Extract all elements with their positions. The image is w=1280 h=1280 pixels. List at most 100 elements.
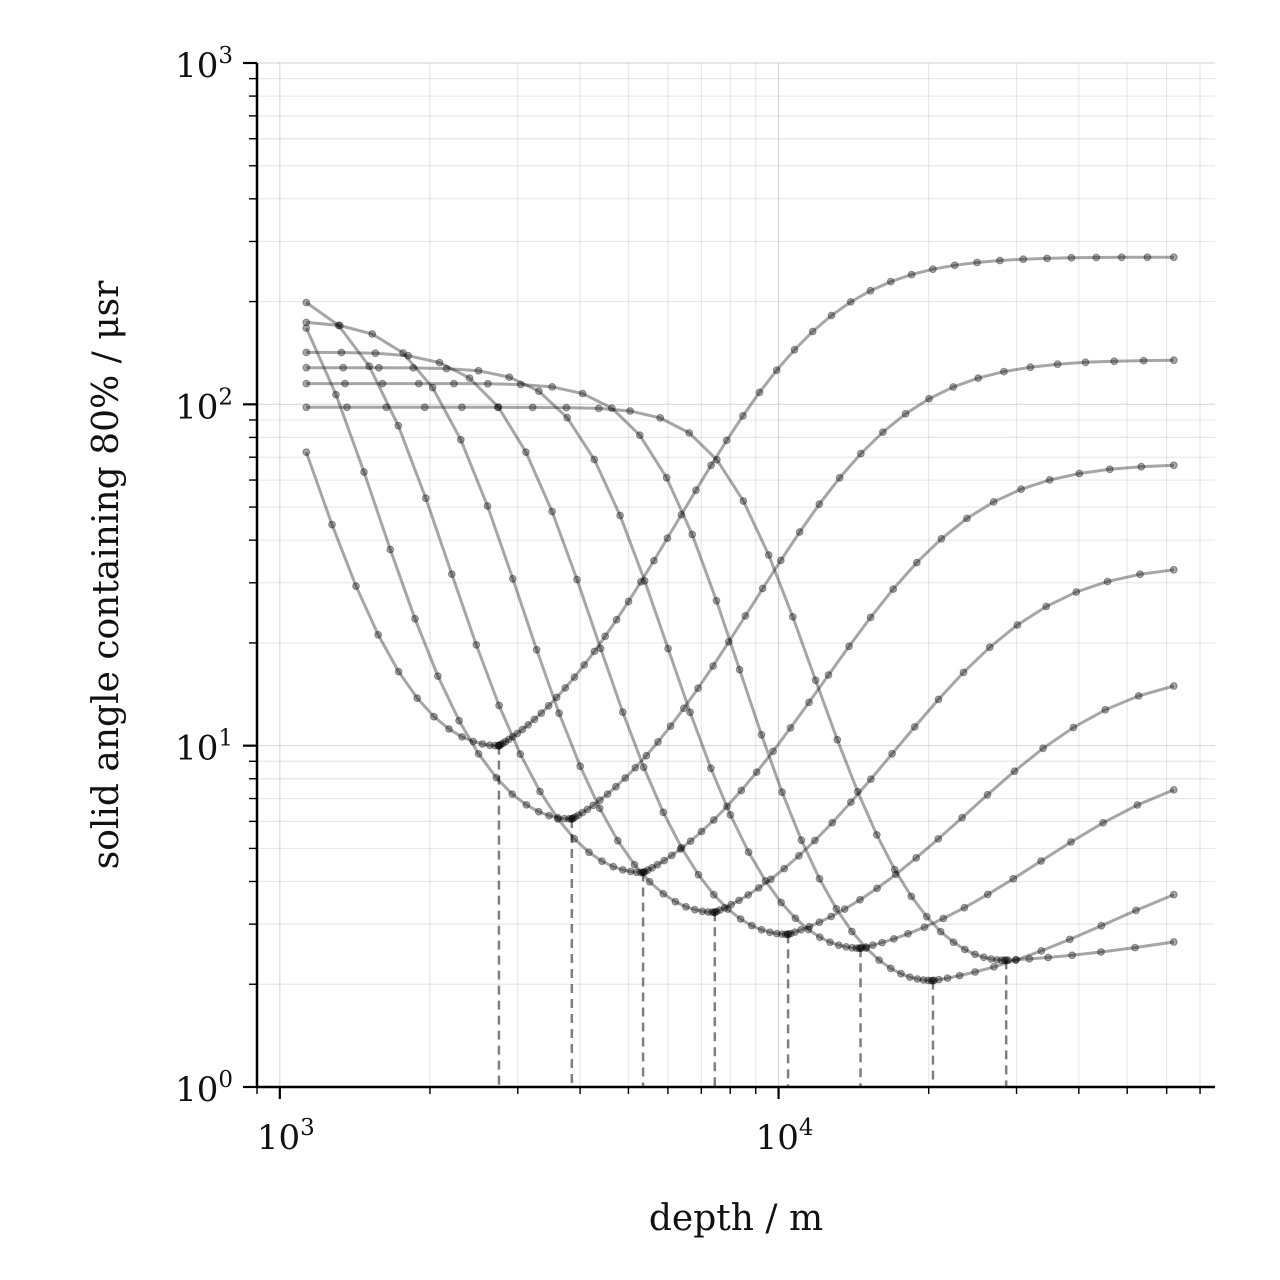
data-point bbox=[739, 412, 747, 420]
data-point bbox=[889, 585, 898, 593]
data-point bbox=[430, 712, 438, 721]
data-point bbox=[590, 647, 599, 656]
data-point bbox=[413, 694, 422, 702]
data-point bbox=[707, 764, 715, 773]
data-point bbox=[1044, 953, 1052, 962]
data-point bbox=[987, 955, 996, 963]
data-point bbox=[420, 403, 429, 412]
data-point bbox=[630, 860, 639, 869]
data-point bbox=[328, 520, 336, 529]
data-point bbox=[513, 729, 522, 738]
data-point bbox=[553, 813, 562, 822]
data-point bbox=[886, 964, 895, 973]
y-tick-label: 101 bbox=[175, 726, 233, 769]
data-point bbox=[827, 311, 836, 320]
data-point bbox=[491, 741, 499, 750]
data-point bbox=[686, 837, 695, 845]
data-point bbox=[474, 366, 483, 375]
data-point bbox=[1042, 602, 1051, 611]
data-point bbox=[826, 938, 834, 947]
data-point bbox=[518, 725, 527, 734]
data-point bbox=[791, 928, 799, 936]
data-point bbox=[653, 860, 662, 869]
data-point bbox=[573, 575, 581, 584]
data-point bbox=[815, 874, 824, 883]
data-point bbox=[648, 863, 656, 872]
data-point bbox=[805, 698, 813, 707]
data-point bbox=[434, 672, 442, 680]
data-point bbox=[499, 739, 507, 748]
data-point bbox=[960, 903, 969, 912]
data-point bbox=[435, 358, 444, 367]
data-point bbox=[508, 790, 517, 798]
data-point bbox=[450, 379, 458, 388]
data-point bbox=[484, 379, 492, 388]
data-point bbox=[635, 431, 644, 440]
data-point bbox=[848, 943, 856, 952]
data-point bbox=[709, 890, 718, 899]
data-point bbox=[1117, 253, 1126, 262]
data-point bbox=[662, 473, 671, 482]
data-point bbox=[852, 944, 861, 952]
data-point bbox=[456, 435, 465, 444]
data-point bbox=[708, 908, 716, 917]
data-point bbox=[857, 944, 866, 952]
data-point bbox=[1103, 577, 1112, 586]
data-point bbox=[494, 403, 502, 412]
data-point bbox=[1019, 255, 1028, 264]
data-point bbox=[612, 782, 620, 791]
data-point bbox=[709, 816, 718, 824]
data-point bbox=[613, 836, 622, 845]
data-point bbox=[544, 701, 553, 710]
data-point bbox=[1092, 253, 1101, 262]
data-point bbox=[890, 865, 899, 874]
data-point bbox=[797, 925, 806, 934]
data-point bbox=[607, 404, 616, 413]
data-point bbox=[1134, 692, 1143, 700]
data-point bbox=[1169, 461, 1178, 470]
data-point bbox=[971, 968, 979, 976]
data-point bbox=[594, 404, 603, 413]
data-point bbox=[465, 374, 474, 383]
data-point bbox=[567, 815, 576, 823]
data-point bbox=[712, 907, 721, 916]
data-point bbox=[590, 455, 599, 464]
series-line bbox=[306, 405, 1175, 962]
x-axis-label: depth / m bbox=[649, 1198, 823, 1239]
series-line bbox=[304, 327, 1174, 821]
data-point bbox=[1000, 367, 1008, 376]
data-point bbox=[522, 801, 531, 809]
data-point bbox=[659, 889, 668, 898]
data-point bbox=[707, 461, 715, 470]
data-point bbox=[723, 802, 731, 811]
data-point bbox=[680, 704, 688, 713]
data-point bbox=[959, 668, 968, 677]
data-point bbox=[1101, 705, 1110, 714]
data-point bbox=[1002, 956, 1010, 965]
data-point bbox=[744, 891, 753, 899]
data-point bbox=[447, 570, 456, 578]
data-point bbox=[985, 643, 994, 652]
data-point bbox=[641, 867, 649, 876]
data-point bbox=[458, 403, 466, 412]
data-point bbox=[505, 735, 513, 744]
data-point bbox=[848, 927, 856, 936]
data-point bbox=[1039, 744, 1047, 753]
data-point bbox=[979, 953, 988, 962]
data-point bbox=[686, 708, 694, 717]
data-point bbox=[910, 723, 919, 731]
data-point bbox=[485, 741, 494, 750]
data-point bbox=[676, 845, 685, 853]
data-point bbox=[1053, 360, 1062, 369]
data-point bbox=[878, 938, 886, 947]
data-point bbox=[824, 671, 833, 679]
data-point bbox=[472, 641, 481, 649]
data-point bbox=[631, 763, 640, 772]
data-point bbox=[374, 630, 383, 639]
data-point bbox=[834, 941, 843, 950]
data-point bbox=[492, 773, 501, 782]
data-point bbox=[563, 413, 572, 422]
data-point bbox=[639, 868, 648, 877]
data-point bbox=[1136, 570, 1144, 579]
data-point bbox=[1037, 857, 1045, 865]
